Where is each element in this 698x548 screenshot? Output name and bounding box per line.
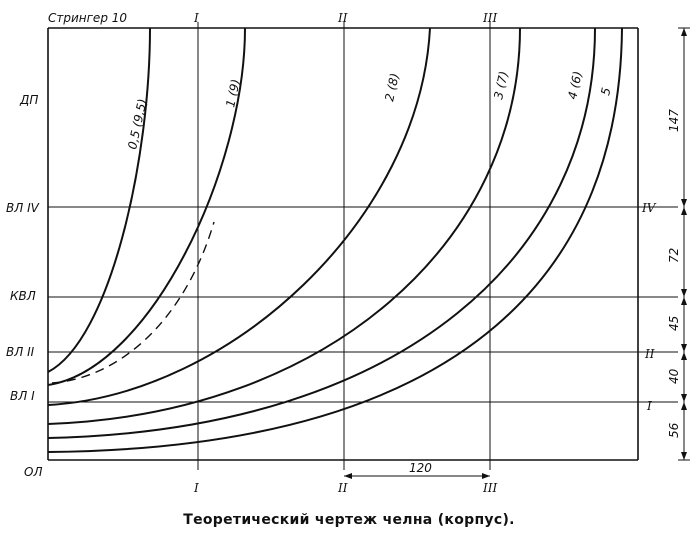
bottom-dimension xyxy=(344,473,490,479)
label-right-i: I xyxy=(646,399,652,413)
label-ol: ОЛ xyxy=(24,465,42,479)
dimension-40: 40 xyxy=(667,368,681,384)
dimension-147: 147 xyxy=(667,109,681,132)
curve-0-5 xyxy=(47,27,151,373)
frame-lines xyxy=(47,27,639,461)
curve-label-2: 2 (8) xyxy=(382,72,402,103)
curve-4 xyxy=(47,27,596,439)
curve-label-5: 5 xyxy=(598,86,613,96)
station-label-top-2: II xyxy=(337,11,348,25)
arrow-wl2 xyxy=(681,344,687,360)
label-right-ii: II xyxy=(644,347,655,361)
waterlines xyxy=(48,206,678,403)
station-label-top-1: I xyxy=(193,11,199,25)
curve-label-4: 4 (6) xyxy=(565,70,585,101)
figure-caption: Теоретический чертеж челна (корпус). xyxy=(183,512,515,528)
dimension-45: 45 xyxy=(667,316,681,331)
curve-1 xyxy=(47,27,246,386)
label-vl4: ВЛ IV xyxy=(6,201,40,215)
dimension-56: 56 xyxy=(667,422,681,438)
arrow-kvl xyxy=(681,289,687,305)
label-right-iv: IV xyxy=(641,201,657,215)
dimension-120: 120 xyxy=(409,461,432,475)
label-kvl: КВЛ xyxy=(10,289,36,303)
arrow-bottom xyxy=(681,452,687,460)
arrow-120-right xyxy=(482,473,490,479)
station-label-bottom-1: I xyxy=(193,481,199,495)
stringer-label: Стрингер 10 xyxy=(48,11,127,25)
right-dimension-chain xyxy=(678,27,690,461)
frame-curves xyxy=(47,27,623,453)
curve-label-0-5: 0,5 (9,5) xyxy=(125,97,149,150)
label-vl2: ВЛ II xyxy=(6,345,35,359)
arrow-wl4 xyxy=(681,199,687,215)
label-vl1: ВЛ I xyxy=(10,389,35,403)
station-label-bottom-3: III xyxy=(482,481,497,495)
curve-2 xyxy=(47,27,431,406)
arrow-120-left xyxy=(344,473,352,479)
curve-3 xyxy=(47,27,521,425)
arrow-wl1 xyxy=(681,394,687,410)
arrow-top xyxy=(681,28,687,36)
curve-label-1: 1 (9) xyxy=(223,78,243,109)
station-lines xyxy=(197,22,491,470)
station-label-top-3: III xyxy=(482,11,497,25)
curve-5 xyxy=(47,27,623,453)
curve-label-3: 3 (7) xyxy=(491,70,511,101)
station-label-bottom-2: II xyxy=(337,481,348,495)
dimension-72: 72 xyxy=(667,248,681,263)
label-dp: ДП xyxy=(19,93,38,107)
curve-stringer-dashed xyxy=(51,221,215,384)
